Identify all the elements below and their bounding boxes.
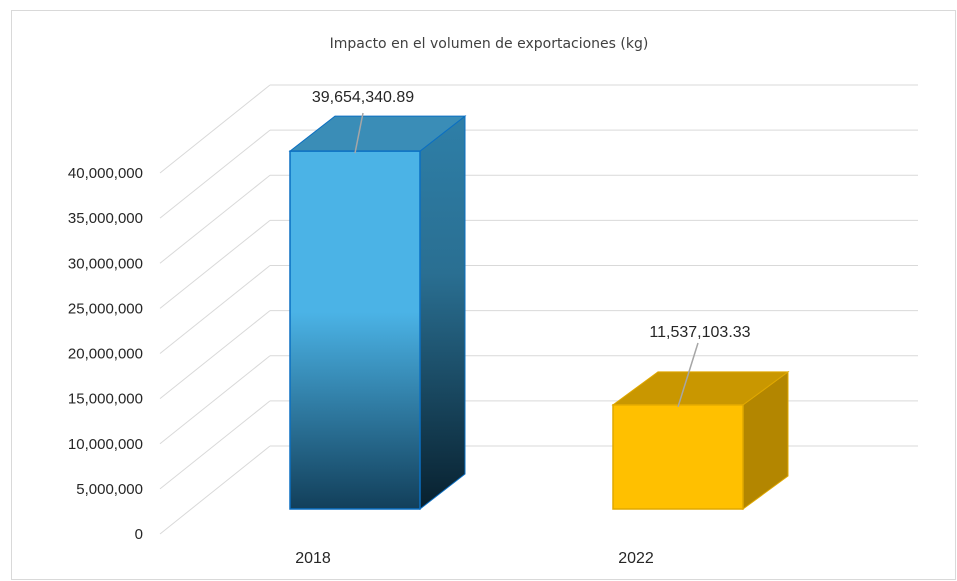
gridlines bbox=[159, 84, 918, 535]
y-tick-label: 5,000,000 bbox=[76, 481, 143, 498]
y-tick-label: 20,000,000 bbox=[68, 346, 143, 363]
data-labels: 39,654,340.89 11,537,103.33 bbox=[312, 89, 751, 408]
bar-side-face bbox=[419, 115, 466, 511]
x-tick-label: 2018 bbox=[295, 550, 331, 567]
y-tick-label: 0 bbox=[135, 526, 143, 543]
bar-2022 bbox=[611, 370, 790, 510]
leader-line bbox=[354, 112, 364, 154]
gridline-diagonal bbox=[159, 400, 271, 490]
chart-title: Impacto en el volumen de exportaciones (… bbox=[330, 36, 649, 52]
gridline-diagonal bbox=[159, 174, 271, 264]
gridline-diagonal bbox=[159, 310, 271, 400]
y-tick-label: 35,000,000 bbox=[68, 210, 143, 227]
gridline-diagonal bbox=[159, 129, 271, 219]
gridline-diagonal bbox=[159, 84, 271, 174]
leader-line bbox=[677, 342, 699, 408]
chart-frame bbox=[11, 10, 956, 580]
gridline-diagonal bbox=[159, 265, 271, 354]
gridline-diagonal bbox=[159, 445, 271, 535]
bar-front-face bbox=[612, 404, 744, 510]
y-tick-label: 15,000,000 bbox=[68, 391, 143, 408]
y-tick-label: 25,000,000 bbox=[68, 300, 143, 317]
gridline-diagonal bbox=[159, 219, 271, 309]
y-tick-label: 10,000,000 bbox=[68, 436, 143, 453]
gridline-diagonal bbox=[159, 355, 271, 445]
bar-front-face bbox=[289, 150, 421, 510]
bar-2018 bbox=[288, 115, 467, 511]
bars bbox=[288, 115, 790, 511]
y-axis-ticks: 0 5,000,000 10,000,000 15,000,000 20,000,000… bbox=[68, 165, 143, 543]
data-label: 11,537,103.33 bbox=[649, 324, 750, 341]
data-label: 39,654,340.89 bbox=[312, 89, 414, 106]
y-tick-label: 40,000,000 bbox=[68, 165, 143, 182]
y-tick-label: 30,000,000 bbox=[68, 255, 143, 272]
x-axis-labels: 2018 2022 bbox=[295, 550, 654, 567]
x-tick-label: 2022 bbox=[618, 550, 654, 567]
